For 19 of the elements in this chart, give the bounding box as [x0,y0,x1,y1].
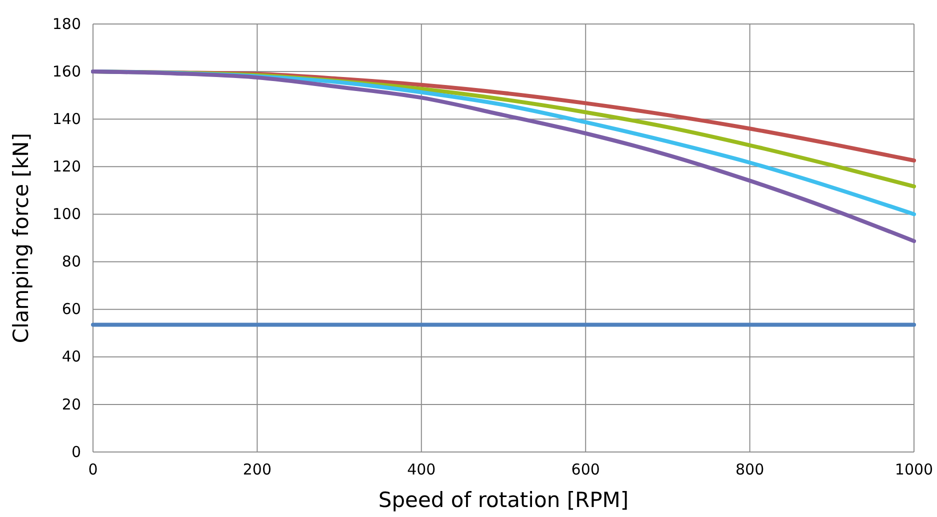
x-tick-label: 400 [407,460,436,479]
x-tick-label: 1000 [894,460,934,479]
y-tick-label: 100 [52,205,81,224]
y-tick-label: 20 [62,395,81,414]
x-tick-label: 600 [571,460,600,479]
y-tick-label: 180 [52,14,81,33]
line-series [91,70,916,244]
y-tick-label: 0 [71,442,81,461]
y-axis-title: Clamping force [kN] [9,132,33,344]
x-tick-label: 0 [88,460,98,479]
y-tick-label: 160 [52,62,81,80]
y-tick-label: 120 [52,157,81,176]
y-tick-label: 40 [62,348,81,366]
y-tick-label: 80 [62,252,81,271]
y-tick-label: 140 [52,110,81,128]
x-tick-label: 200 [242,460,272,479]
y-tick-label: 60 [62,300,81,318]
x-axis-title: Speed of rotation [RPM] [378,488,629,512]
x-tick-label: 800 [735,460,764,479]
